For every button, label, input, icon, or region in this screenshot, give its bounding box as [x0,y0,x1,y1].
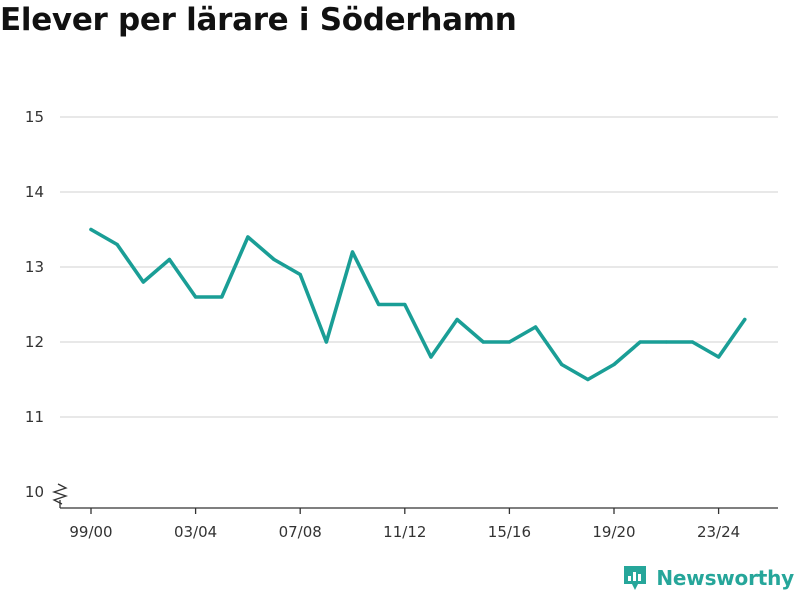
x-tick-label: 11/12 [383,523,426,541]
x-tick-label: 15/16 [488,523,531,541]
series-line [89,227,747,382]
data-point [298,272,302,277]
data-point [638,340,642,344]
y-axis: 10 11 12 13 14 15 [25,108,44,501]
data-point [324,340,328,344]
data-point [272,257,276,262]
axis-break-icon [51,483,69,505]
data-point [690,340,695,344]
data-point [115,242,119,247]
y-tick-label: 11 [25,408,44,426]
y-tick-label: 10 [25,483,44,501]
x-tick-label: 23/24 [697,523,740,541]
y-tick-label: 12 [25,333,44,351]
data-point [507,340,511,344]
data-point [612,362,616,367]
x-tick-label: 99/00 [69,523,112,541]
y-tick-label: 15 [25,108,44,126]
data-point [429,355,433,359]
data-point [403,302,407,307]
x-tick-label: 03/04 [174,523,217,541]
y-tick-label: 14 [25,183,44,201]
data-point [455,317,459,322]
data-point [586,377,590,382]
data-point [664,340,668,344]
data-point [717,355,721,359]
data-point [141,280,145,284]
data-point [481,340,485,344]
data-point [743,317,747,322]
data-point [560,362,564,367]
brand-name: Newsworthy [656,566,794,590]
data-point [89,227,93,232]
data-point [167,257,172,262]
data-point [533,325,538,329]
grid-lines [60,116,778,418]
newsworthy-logo-icon [624,566,647,590]
data-point [194,295,198,299]
series-layer [89,227,747,382]
chart-title: Elever per lärare i Söderhamn [0,2,517,38]
x-tick-label: 19/20 [592,523,635,541]
data-point [350,250,355,254]
data-point [377,302,381,307]
data-point [246,235,250,239]
x-axis: 99/00 03/04 07/08 11/12 15/16 19/20 23/24 [59,500,778,541]
y-tick-label: 13 [25,258,44,276]
brand-logo: Newsworthy [622,564,794,592]
data-point [220,295,224,299]
x-tick-label: 07/08 [279,523,322,541]
